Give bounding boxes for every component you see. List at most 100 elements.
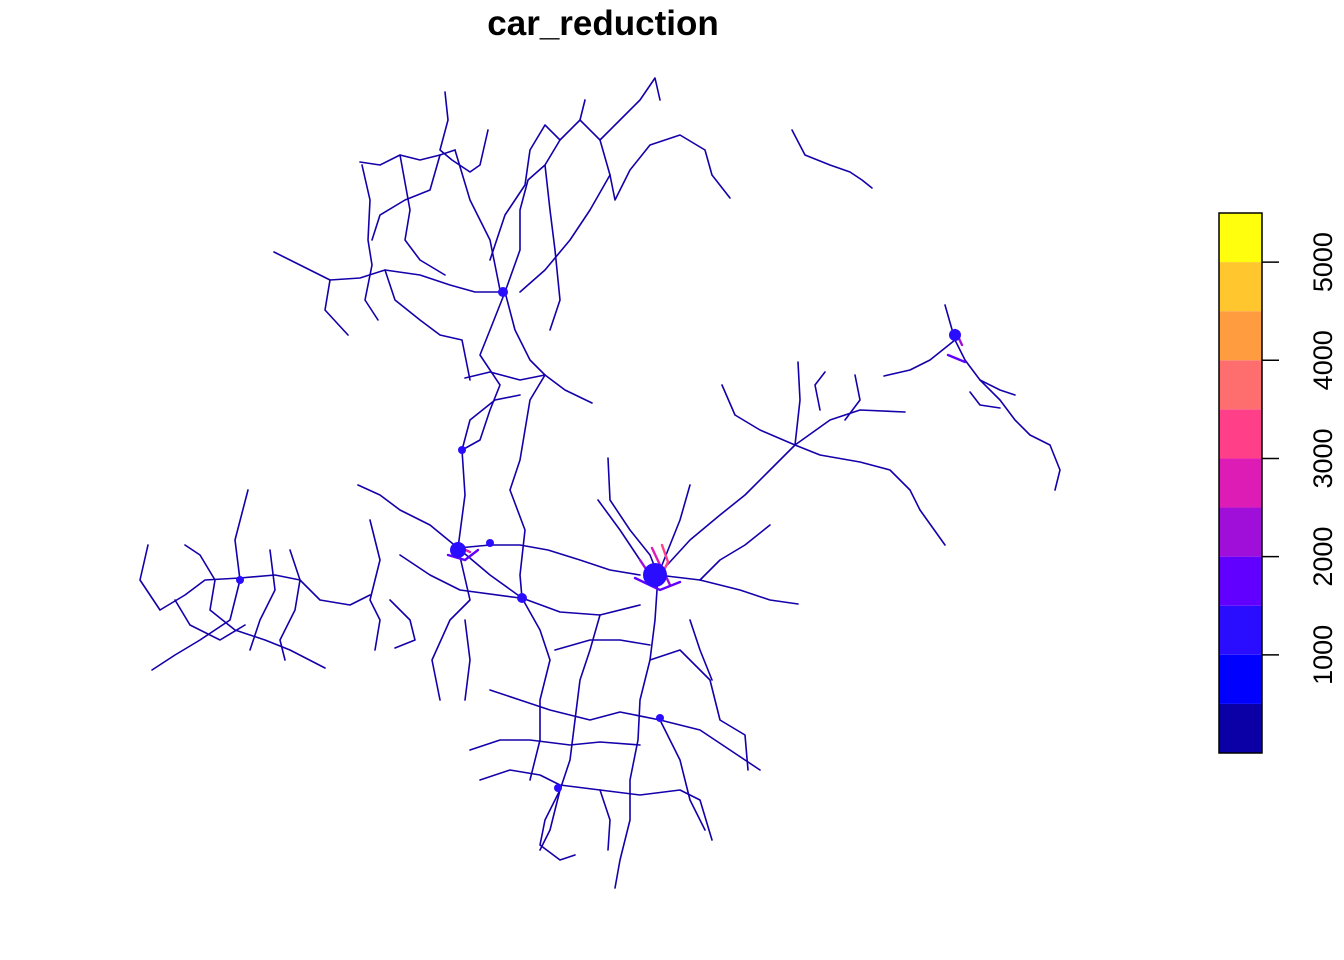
road-segment: [699, 524, 771, 581]
town-node: [656, 714, 664, 722]
color-legend: 1000 2000 3000 4000 5000: [1218, 212, 1338, 754]
road-segment-high: [946, 353, 967, 364]
legend-color-bar: [1219, 213, 1262, 753]
road-segment: [357, 484, 641, 576]
road-network: [139, 77, 1061, 889]
road-segment: [469, 739, 641, 751]
road-segment: [324, 279, 349, 336]
road-segment: [454, 149, 501, 291]
town-node: [643, 563, 667, 587]
town-nodes: [236, 287, 961, 792]
road-segment: [504, 99, 586, 293]
road-segment-high: [633, 576, 682, 592]
road-segment: [659, 719, 706, 831]
road-segment: [721, 384, 796, 446]
legend-bin: [1219, 360, 1262, 410]
legend-bin: [1219, 458, 1262, 508]
road-segment: [657, 574, 799, 605]
legend-tick-label: 4000: [1308, 330, 1338, 390]
road-segment: [544, 164, 561, 331]
town-node: [450, 542, 466, 558]
road-segment: [539, 789, 576, 861]
road-segment: [461, 394, 521, 451]
road-segment: [539, 614, 601, 851]
road-segment: [151, 579, 241, 671]
road-segment: [184, 544, 326, 669]
road-segment: [399, 554, 521, 599]
road-segment: [579, 119, 731, 201]
town-node: [517, 593, 527, 603]
road-segment: [489, 124, 561, 261]
road-segment: [954, 339, 1016, 396]
road-segment: [504, 291, 593, 404]
legend-tick-label: 5000: [1308, 232, 1338, 292]
road-segment: [399, 154, 446, 276]
road-segment: [689, 619, 713, 681]
legend-bin: [1219, 556, 1262, 606]
legend-frame: [1218, 212, 1263, 754]
road-segment: [234, 489, 249, 581]
legend-tick-label: 1000: [1308, 625, 1338, 685]
legend-bin: [1219, 507, 1262, 557]
legend-tick-label: 2000: [1308, 527, 1338, 587]
road-segment: [464, 619, 471, 701]
road-segment: [461, 291, 506, 451]
legend-ticks: 1000 2000 3000 4000 5000: [1262, 232, 1338, 685]
road-segment: [371, 154, 441, 241]
road-segment: [159, 574, 371, 611]
road-segment: [607, 457, 659, 576]
road-segment: [489, 689, 761, 771]
road-segment: [174, 599, 246, 641]
road-segment: [794, 361, 801, 446]
road-segment: [249, 549, 276, 651]
road-segment: [844, 374, 861, 421]
road-segment: [431, 547, 471, 701]
road-segment: [883, 304, 956, 377]
road-segment: [369, 519, 381, 651]
road-segment: [521, 597, 551, 781]
road-segment: [457, 547, 641, 616]
legend-bin: [1219, 262, 1262, 312]
road-segment: [599, 789, 611, 851]
town-node: [949, 329, 961, 341]
map-title: car_reduction: [487, 4, 719, 43]
legend-bin: [1219, 605, 1262, 655]
road-segment: [791, 129, 873, 189]
legend-bin: [1219, 213, 1262, 263]
town-node: [458, 446, 466, 454]
legend-tick-label: 3000: [1308, 428, 1338, 488]
road-segment: [139, 544, 161, 611]
road-segment: [519, 174, 611, 293]
legend-bin: [1219, 703, 1262, 753]
legend-bin: [1219, 409, 1262, 459]
road-segment: [597, 499, 641, 561]
road-segment: [361, 164, 379, 321]
town-node: [486, 539, 494, 547]
road-segment: [439, 91, 489, 173]
road-segment: [969, 391, 1001, 409]
road-segment: [599, 77, 661, 141]
road-segment: [794, 444, 946, 546]
road-segment: [457, 449, 466, 549]
road-segment: [389, 599, 416, 649]
road-segment: [649, 649, 749, 771]
road-segment: [657, 484, 691, 576]
road-segment: [509, 374, 546, 491]
road-segment: [359, 149, 456, 166]
high-reduction-segments: [446, 328, 967, 592]
town-node: [498, 287, 508, 297]
road-segment: [614, 574, 659, 889]
road-segment: [657, 409, 906, 576]
road-segment: [979, 379, 1061, 491]
town-node: [554, 784, 562, 792]
road-segment: [464, 371, 546, 381]
road-segment: [509, 489, 526, 599]
road-segment: [479, 769, 713, 841]
legend-bin: [1219, 654, 1262, 704]
road-segment: [279, 549, 301, 661]
road-segment: [814, 371, 826, 411]
road-segment: [554, 639, 651, 651]
road-segment: [384, 269, 471, 381]
